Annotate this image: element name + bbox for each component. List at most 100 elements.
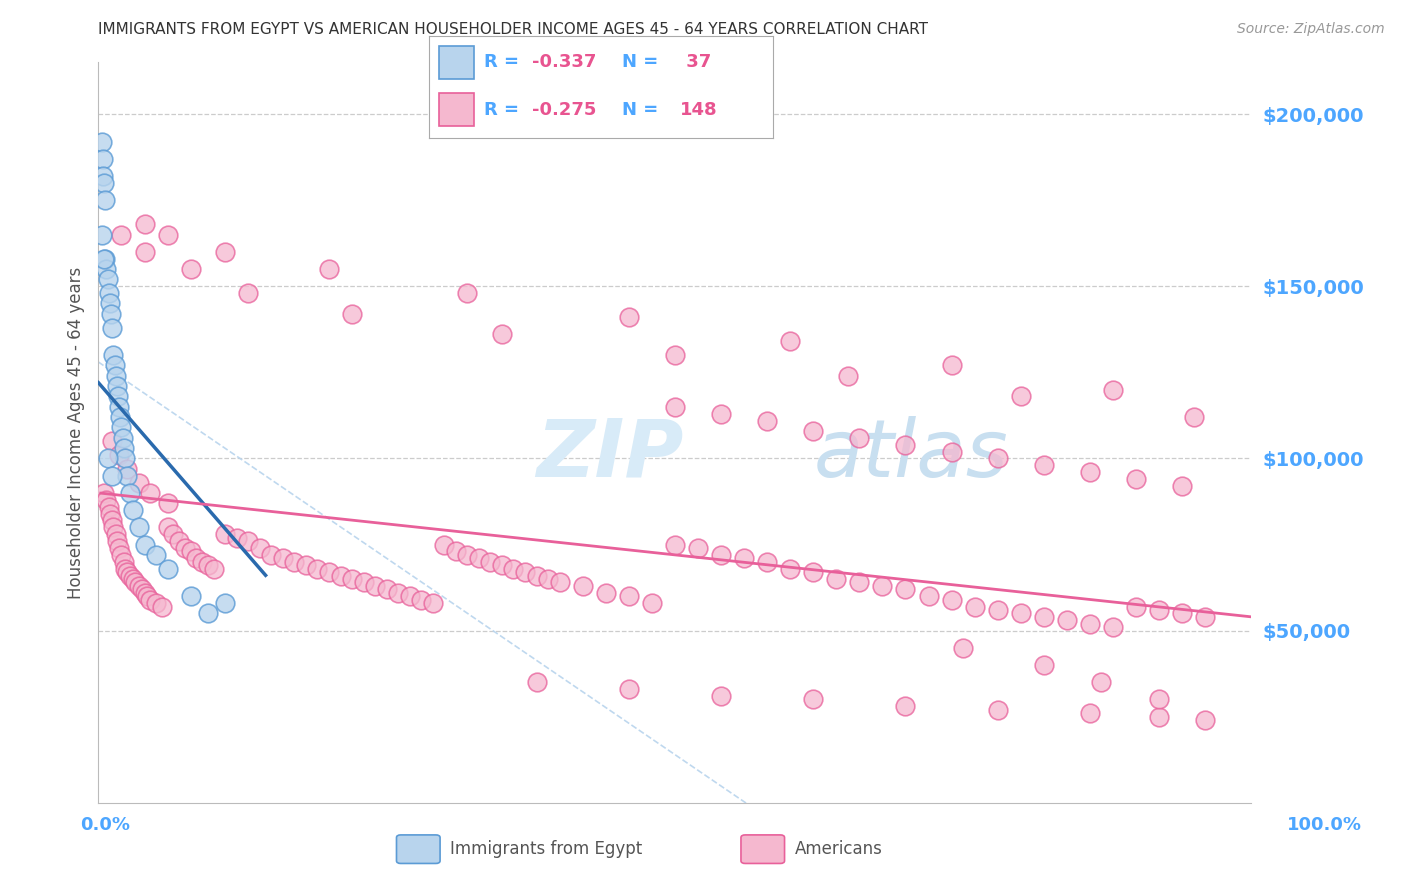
Point bbox=[1078, 616, 1101, 631]
Point bbox=[118, 568, 141, 582]
Point bbox=[318, 565, 340, 579]
Point bbox=[987, 451, 1010, 466]
Point bbox=[411, 592, 433, 607]
Point bbox=[963, 599, 986, 614]
Point bbox=[1147, 692, 1170, 706]
Point bbox=[513, 565, 536, 579]
Point bbox=[801, 424, 824, 438]
Point bbox=[128, 475, 150, 490]
Text: R =: R = bbox=[484, 54, 526, 71]
Point bbox=[872, 579, 894, 593]
Point bbox=[100, 307, 122, 321]
FancyBboxPatch shape bbox=[439, 46, 474, 78]
Point bbox=[1125, 472, 1147, 486]
Point bbox=[1010, 389, 1032, 403]
Point bbox=[952, 640, 974, 655]
Point bbox=[526, 675, 548, 690]
Point bbox=[238, 534, 260, 549]
Point bbox=[90, 135, 112, 149]
Point bbox=[283, 555, 305, 569]
Point bbox=[94, 252, 117, 266]
Point bbox=[260, 548, 283, 562]
Point bbox=[1171, 479, 1194, 493]
Text: 0.0%: 0.0% bbox=[80, 816, 131, 834]
Text: -0.275: -0.275 bbox=[533, 101, 596, 119]
FancyBboxPatch shape bbox=[439, 93, 474, 126]
Point bbox=[97, 286, 120, 301]
Point bbox=[1194, 610, 1216, 624]
Point bbox=[710, 689, 733, 703]
Point bbox=[118, 486, 141, 500]
Point bbox=[837, 368, 859, 383]
Point bbox=[801, 565, 824, 579]
Point bbox=[894, 582, 917, 597]
Point bbox=[1194, 713, 1216, 727]
Point bbox=[105, 379, 128, 393]
Point bbox=[96, 492, 118, 507]
Point bbox=[1182, 410, 1205, 425]
Point bbox=[103, 359, 125, 373]
Point bbox=[107, 389, 129, 403]
Point bbox=[825, 572, 848, 586]
Point bbox=[571, 579, 593, 593]
Point bbox=[101, 434, 124, 449]
Point bbox=[548, 575, 571, 590]
Point bbox=[801, 692, 824, 706]
Point bbox=[987, 603, 1010, 617]
Point bbox=[756, 555, 779, 569]
Point bbox=[110, 548, 132, 562]
Point bbox=[128, 520, 150, 534]
Point bbox=[150, 599, 173, 614]
Point bbox=[202, 561, 225, 575]
Point bbox=[98, 507, 121, 521]
Point bbox=[122, 572, 145, 586]
Text: N =: N = bbox=[621, 101, 664, 119]
Point bbox=[101, 513, 124, 527]
Point bbox=[941, 592, 963, 607]
Point bbox=[1056, 613, 1078, 627]
Point bbox=[145, 548, 167, 562]
Point bbox=[433, 537, 456, 551]
Point bbox=[110, 227, 132, 242]
Point bbox=[186, 551, 208, 566]
Point bbox=[93, 252, 115, 266]
Point bbox=[526, 568, 548, 582]
Point bbox=[156, 496, 179, 510]
Point bbox=[93, 176, 115, 190]
Point bbox=[191, 555, 214, 569]
Point bbox=[128, 579, 150, 593]
Point bbox=[848, 575, 870, 590]
Point bbox=[91, 169, 114, 183]
Point bbox=[733, 551, 755, 566]
Text: Americans: Americans bbox=[794, 840, 883, 858]
Point bbox=[97, 500, 120, 514]
Point bbox=[162, 527, 184, 541]
Point bbox=[779, 561, 801, 575]
Point bbox=[1125, 599, 1147, 614]
Point bbox=[124, 575, 146, 590]
Point bbox=[97, 272, 120, 286]
Point bbox=[307, 561, 329, 575]
Point bbox=[134, 586, 156, 600]
Point bbox=[139, 486, 162, 500]
Point bbox=[479, 555, 502, 569]
Point bbox=[1147, 709, 1170, 723]
Point bbox=[117, 565, 139, 579]
Point bbox=[387, 586, 409, 600]
Point bbox=[710, 407, 733, 421]
Point bbox=[295, 558, 318, 573]
Point bbox=[101, 320, 124, 334]
Point bbox=[197, 607, 219, 621]
Point bbox=[91, 152, 114, 166]
Point bbox=[98, 296, 121, 310]
Point bbox=[103, 348, 125, 362]
Point bbox=[108, 448, 131, 462]
Point bbox=[225, 531, 247, 545]
Point bbox=[468, 551, 491, 566]
Point bbox=[1010, 607, 1032, 621]
Point bbox=[329, 568, 352, 582]
Point bbox=[112, 441, 135, 455]
Point bbox=[1102, 383, 1125, 397]
Point bbox=[1147, 603, 1170, 617]
Point bbox=[214, 527, 236, 541]
